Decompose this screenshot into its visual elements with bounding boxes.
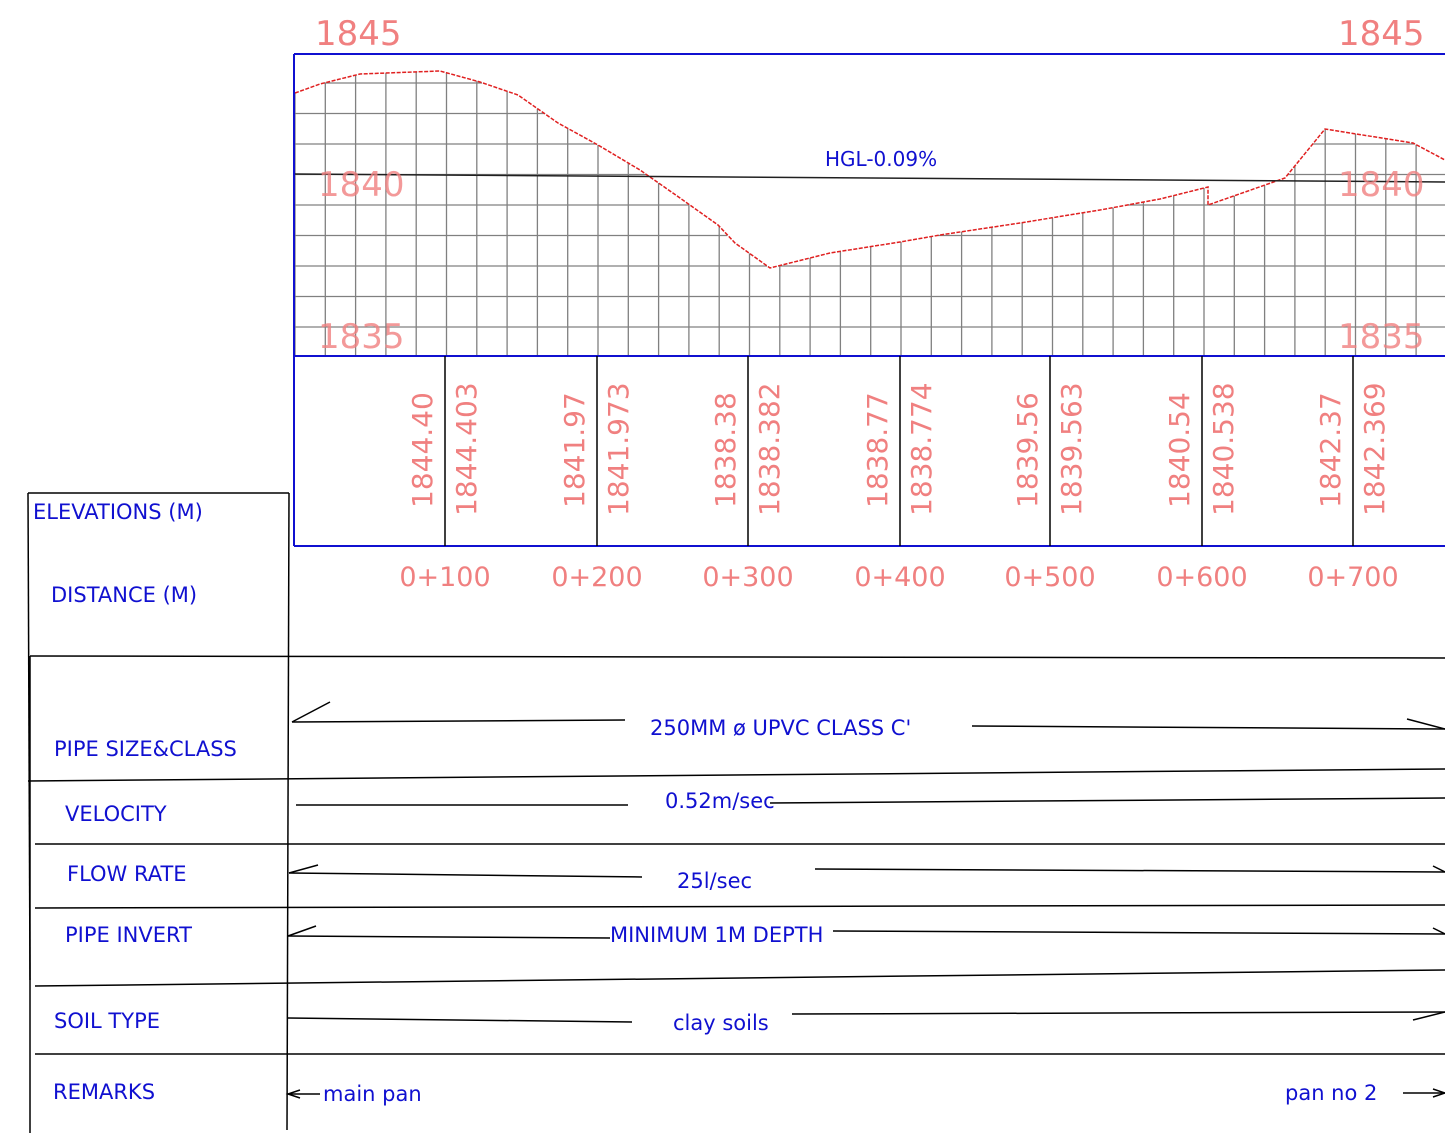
ground-elevation-label: 1842.37 (1314, 392, 1347, 508)
ground-elevation-label: 1844.40 (406, 392, 439, 508)
invert-elevation-label: 1842.369 (1358, 382, 1391, 516)
soil-type-value: clay soils (673, 1011, 769, 1035)
row-line-4 (34, 904, 1445, 909)
elev-mid-right: 1840 (1338, 165, 1425, 205)
elev-top-left: 1845 (315, 14, 402, 54)
pipe-invert-value: MINIMUM 1M DEPTH (610, 923, 823, 947)
flow-arrow-left-head (288, 864, 319, 874)
remarks-right-value: pan no 2 (1285, 1081, 1377, 1105)
soil-line-right (791, 1011, 1445, 1015)
flow-rate-label: FLOW RATE (67, 862, 187, 886)
elev-bot-right: 1835 (1338, 317, 1425, 357)
distance-label: DISTANCE (M) (51, 583, 197, 607)
chainage-label: 0+500 (1004, 562, 1095, 593)
pipe-arrow-left-shaft (291, 719, 626, 723)
invert-elevation-label: 1841.973 (602, 382, 635, 516)
ground-elevation-label: 1841.97 (558, 392, 591, 508)
ground-elevation-label: 1838.77 (861, 392, 894, 508)
soil-type-label: SOIL TYPE (54, 1009, 160, 1033)
ground-elevation-label: 1839.56 (1011, 392, 1044, 508)
elev-top-right: 1845 (1338, 14, 1425, 54)
invert-line-right (832, 930, 1445, 935)
remarks-label: REMARKS (53, 1080, 155, 1104)
flow-line-right (814, 868, 1445, 873)
velocity-label: VELOCITY (65, 802, 167, 826)
ground-elevation-label: 1838.38 (709, 392, 742, 508)
hgl-label: HGL-0.09% (825, 147, 937, 171)
chainage-label: 0+100 (399, 562, 490, 593)
profile-hatch-grid (294, 71, 1445, 356)
invert-elevation-label: 1839.563 (1055, 382, 1088, 516)
pipe-size-label: PIPE SIZE&CLASS (54, 737, 237, 761)
chainage-label: 0+700 (1307, 562, 1398, 593)
pipe-size-value: 250MM ø UPVC CLASS C' (650, 716, 911, 740)
row-line-5 (34, 969, 1445, 987)
pipe-invert-label: PIPE INVERT (65, 923, 192, 947)
pipe-arrow-left-head (291, 701, 331, 723)
elev-mid-left: 1840 (318, 165, 405, 205)
velocity-line-right (769, 797, 1445, 804)
invert-elevation-label: 1840.538 (1207, 382, 1240, 516)
hgl-line (294, 173, 1445, 183)
row-line-2 (27, 768, 1445, 782)
pipe-arrow-right-head (1406, 718, 1445, 730)
soil-line-left (287, 1017, 633, 1023)
remarks-arrow-left-head (285, 1089, 301, 1099)
chainage-label: 0+200 (551, 562, 642, 593)
soil-arrow-right-head (1412, 1011, 1445, 1021)
flow-arrow-right-head (1432, 865, 1445, 873)
chainage-label: 0+400 (854, 562, 945, 593)
row-line-1 (29, 655, 1445, 659)
pipe-arrow-right-shaft (971, 725, 1445, 730)
flow-rate-value: 25l/sec (677, 869, 752, 893)
invert-arrow-left-head (287, 925, 317, 937)
ground-elevation-label: 1840.54 (1163, 392, 1196, 508)
chainage-label: 0+600 (1156, 562, 1247, 593)
invert-elevation-label: 1838.774 (905, 382, 938, 516)
elevations-label: ELEVATIONS (M) (33, 500, 203, 524)
invert-elevation-label: 1844.403 (450, 382, 483, 516)
invert-arrow-left-shaft (287, 935, 611, 939)
chainage-label: 0+300 (702, 562, 793, 593)
remarks-arrow-right-head (1432, 1088, 1445, 1098)
invert-arrow-right-head (1432, 927, 1445, 935)
station-columns: 1844.40 1844.403 0+100 1841.97 1841.973 0+200… (399, 356, 1399, 593)
ground-profile-line (294, 70, 1445, 269)
table-label-divider (286, 492, 290, 1131)
velocity-value: 0.52m/sec (665, 789, 775, 813)
remarks-left-value: main pan (323, 1082, 422, 1106)
elev-bot-left: 1835 (318, 317, 405, 357)
invert-elevation-label: 1838.382 (753, 382, 786, 516)
flow-arrow-left-shaft (288, 872, 643, 878)
